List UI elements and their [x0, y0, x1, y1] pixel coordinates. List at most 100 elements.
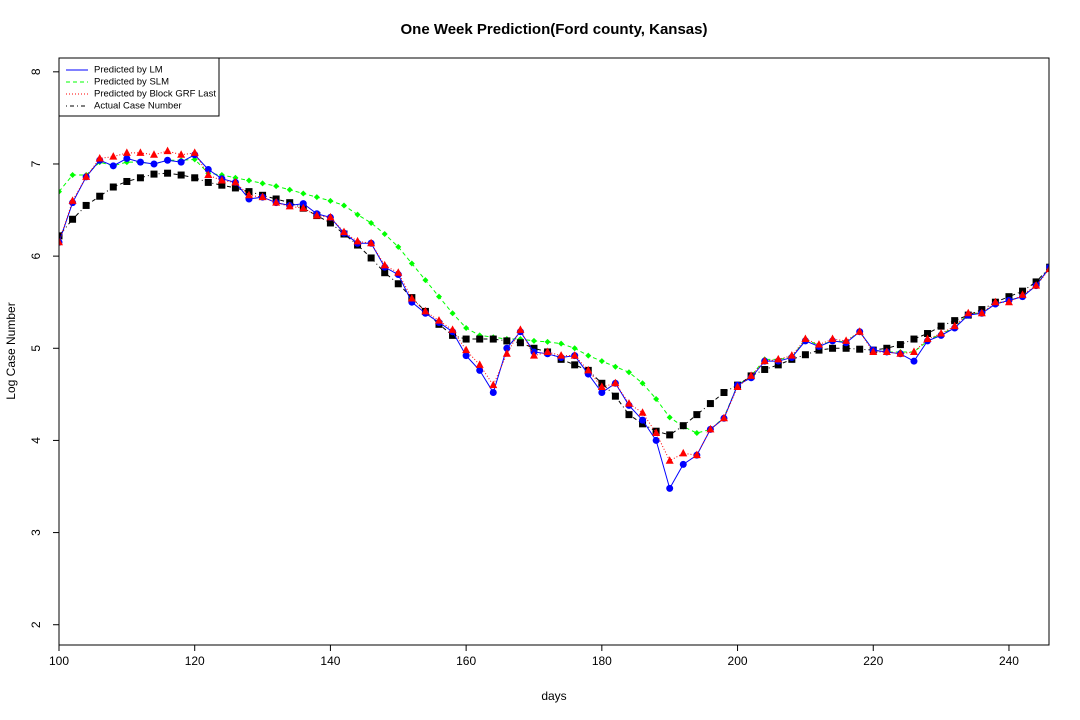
point	[638, 408, 647, 416]
legend-box	[58, 57, 220, 117]
point	[611, 392, 619, 400]
series-line	[59, 150, 1049, 462]
point	[218, 181, 226, 189]
point	[829, 344, 837, 352]
point	[774, 361, 782, 369]
point	[585, 352, 592, 359]
point	[164, 169, 172, 177]
x-tick-label: 200	[728, 654, 748, 668]
point	[625, 369, 632, 376]
x-tick-label: 240	[999, 654, 1019, 668]
point	[395, 243, 402, 250]
point	[313, 194, 320, 201]
point	[69, 215, 77, 223]
point	[612, 363, 619, 370]
point	[449, 331, 457, 339]
point	[448, 325, 457, 333]
point	[150, 160, 158, 168]
point	[109, 152, 118, 160]
point	[720, 389, 728, 397]
point	[502, 349, 511, 357]
point	[204, 178, 212, 186]
x-axis-label: days	[541, 689, 566, 703]
y-tick-label: 3	[29, 529, 43, 536]
point	[639, 380, 646, 387]
point	[204, 170, 213, 179]
point	[435, 293, 442, 300]
point	[300, 190, 307, 197]
point	[787, 351, 796, 359]
point	[801, 334, 810, 343]
point	[611, 378, 620, 387]
point	[597, 382, 606, 390]
point	[706, 400, 714, 408]
point	[394, 268, 403, 276]
point	[937, 322, 945, 330]
point	[123, 177, 131, 185]
point	[706, 424, 715, 433]
point	[950, 321, 959, 330]
point	[353, 236, 362, 245]
point	[1005, 293, 1013, 301]
legend-label: Predicted by SLM	[94, 77, 169, 88]
point	[368, 219, 375, 226]
point	[326, 219, 334, 227]
series-line	[59, 172, 1049, 436]
point	[896, 341, 904, 349]
point	[96, 192, 104, 200]
point	[462, 335, 470, 343]
point	[625, 411, 633, 419]
point	[815, 346, 823, 354]
y-tick-label: 8	[29, 68, 43, 75]
point	[327, 197, 334, 204]
point	[340, 202, 347, 209]
point	[326, 212, 335, 221]
point	[82, 201, 90, 209]
point	[354, 211, 361, 218]
x-tick-label: 140	[320, 654, 340, 668]
point	[679, 422, 687, 430]
point	[150, 170, 158, 178]
point	[801, 351, 809, 359]
point	[530, 337, 537, 344]
series	[59, 146, 1049, 464]
point	[285, 201, 294, 210]
chart-title: One Week Prediction(Ford county, Kansas)	[400, 21, 707, 38]
point	[544, 338, 551, 345]
point	[177, 150, 186, 158]
point	[462, 345, 471, 354]
point	[693, 411, 701, 419]
point	[910, 357, 918, 365]
x-tick-label: 160	[456, 654, 476, 668]
point	[286, 186, 293, 193]
point	[421, 306, 430, 315]
point	[679, 448, 688, 457]
point	[543, 347, 552, 355]
point	[991, 297, 1000, 306]
point	[639, 420, 647, 428]
point	[299, 200, 307, 208]
legend-label: Actual Case Number	[94, 101, 182, 112]
point	[136, 148, 145, 156]
point	[312, 211, 321, 219]
point	[530, 344, 538, 352]
point	[516, 325, 525, 333]
series	[59, 156, 1049, 437]
point	[95, 153, 104, 162]
point	[909, 347, 918, 355]
point	[272, 198, 281, 206]
point	[163, 146, 172, 155]
point	[558, 340, 565, 347]
point	[245, 177, 252, 184]
point	[584, 365, 593, 374]
point	[164, 156, 172, 164]
point	[273, 183, 280, 190]
point	[923, 334, 932, 343]
point	[177, 171, 185, 179]
point	[814, 340, 823, 348]
point	[503, 344, 511, 352]
y-axis-label: Log Case Number	[4, 302, 18, 399]
point	[760, 356, 769, 365]
point	[299, 203, 308, 212]
